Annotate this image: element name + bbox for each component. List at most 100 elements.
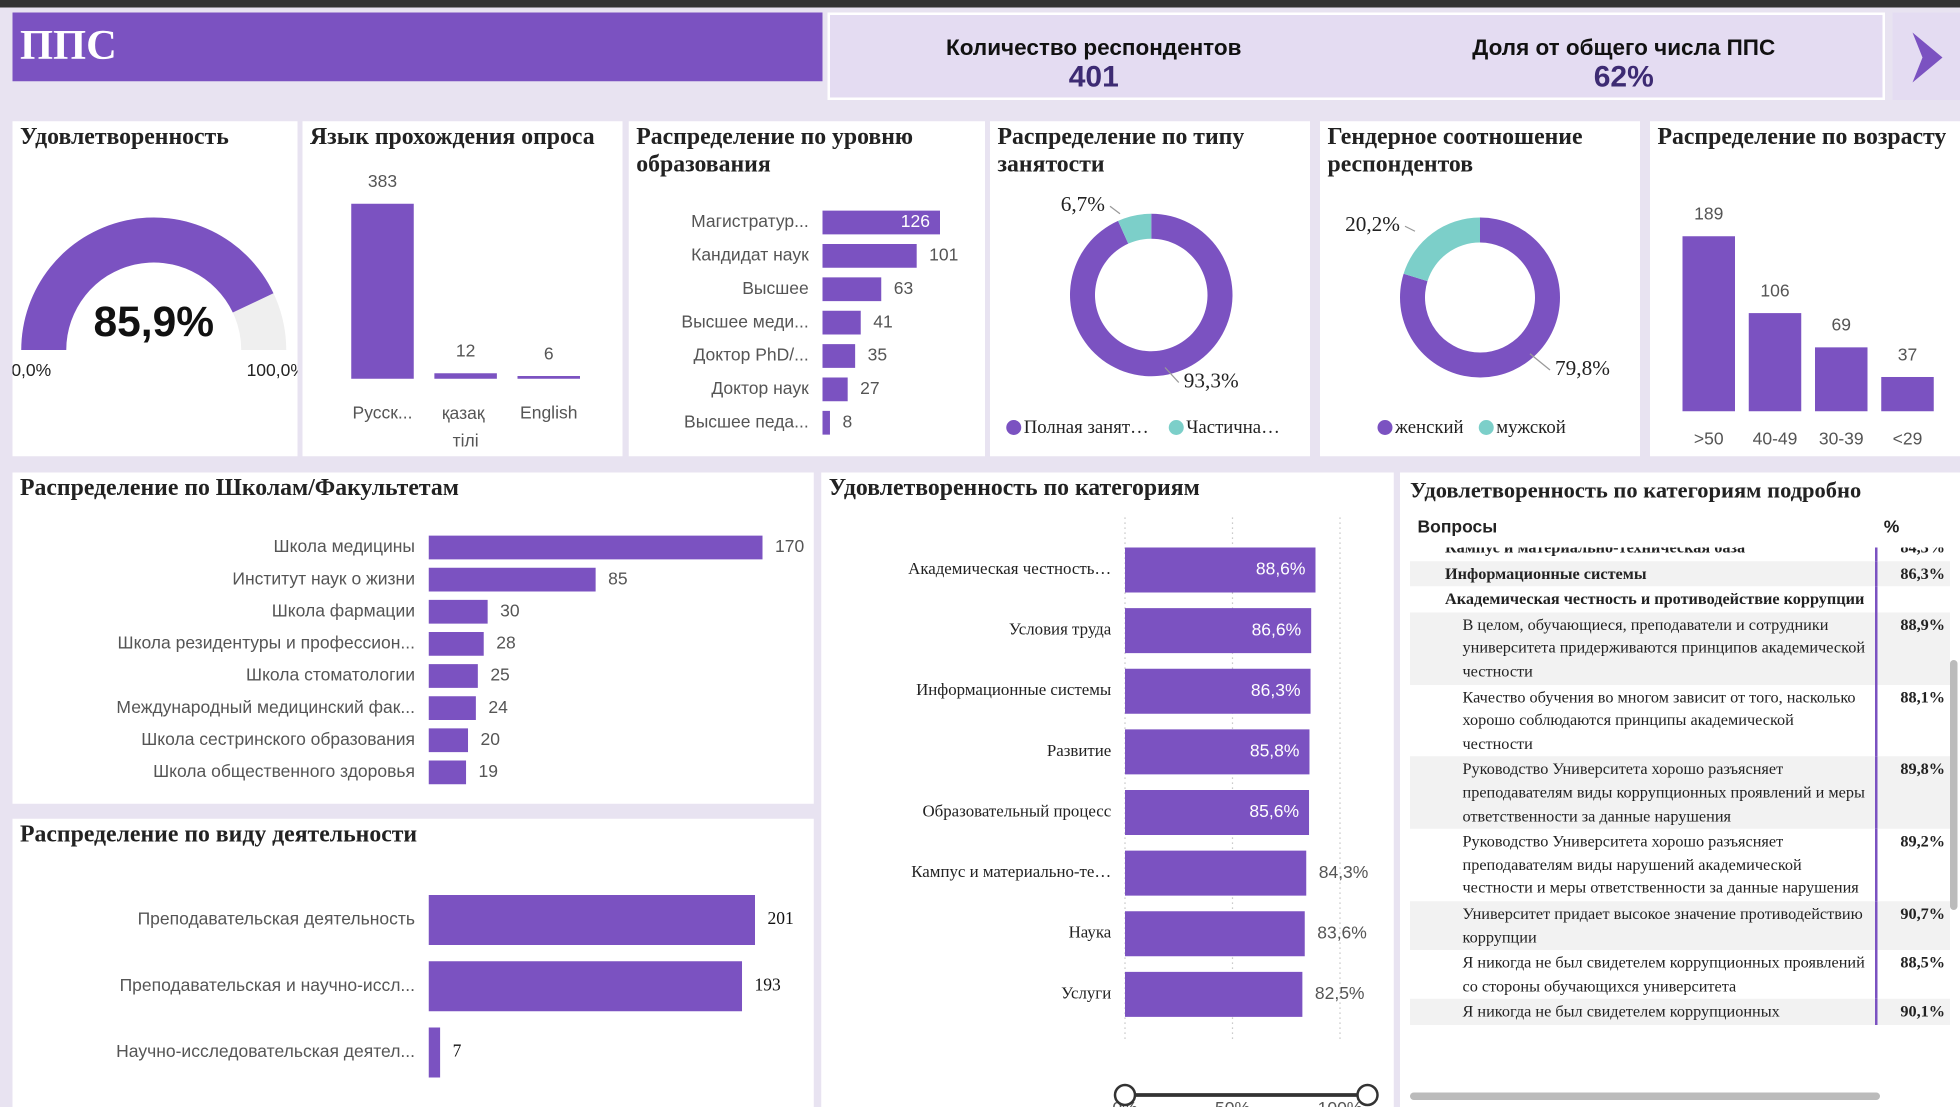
bar [1125, 850, 1307, 896]
value-label: 28 [496, 633, 515, 653]
table-row: Кампус и материально-техническая база84,… [1410, 547, 1950, 561]
kpi-box: Количество респондентов 401 Доля от обще… [827, 12, 1885, 100]
donut-slice [1403, 217, 1480, 282]
chart-title: Распределение по виду деятельности [20, 821, 418, 848]
chart-panel: Распределение по возрасту 189 >50 106 40-49 6… [1650, 121, 1960, 457]
chart-panel: Язык прохождения опроса 383 Русск... 12 қаза… [302, 121, 623, 457]
kpi-label: Доля от общего числа ППС [1472, 35, 1776, 60]
bar [1682, 236, 1735, 412]
value-label: 201 [768, 908, 794, 928]
value-label: 41 [873, 311, 892, 331]
bar [822, 344, 856, 368]
legend-label: Полная занят… [1024, 417, 1149, 438]
legend-dot [1168, 420, 1184, 435]
table-title: Удовлетворенность по категориям подробно [1410, 477, 1862, 503]
value-label: 83,6% [1317, 922, 1367, 942]
category-label: Образовательный процесс [922, 801, 1111, 820]
gauge-fill [21, 217, 274, 350]
category-label: Условия труда [1009, 620, 1112, 639]
value-label: 20,2% [1345, 212, 1400, 236]
table-cell: Руководство Университета хорошо разъясня… [1462, 759, 1865, 825]
value-label: 82,5% [1315, 983, 1365, 1003]
value-label: 25 [490, 665, 509, 685]
table-cell: Качество обучения во многом зависит от т… [1462, 686, 1856, 753]
chart-title: Распределение по типу занятости [997, 123, 1245, 178]
kpi-value: 62% [1593, 60, 1654, 94]
table-cell: 86,3% [1875, 560, 1948, 587]
table-row: Я никогда не был свидетелем коррупционны… [1410, 950, 1950, 1000]
table-row: Руководство Университета хорошо разъясня… [1410, 828, 1950, 902]
category-label: Институт наук о жизни [232, 568, 415, 588]
table-row: Я никогда не был свидетелем коррупционны… [1410, 999, 1950, 1025]
bar [1125, 790, 1310, 835]
category-label: Преподавательская деятельность [138, 909, 415, 929]
bar [428, 961, 743, 1012]
column-header: Вопросы [1417, 516, 1498, 537]
table-cell: 88,9% [1875, 612, 1948, 685]
slider-handle[interactable] [1113, 1083, 1137, 1107]
value-label: 6 [544, 343, 554, 363]
chart-title: Удовлетворенность по категориям [828, 475, 1200, 502]
table-cell [1875, 586, 1948, 613]
bar [428, 535, 763, 560]
value-label: 85 [608, 568, 627, 588]
value-label: 193 [755, 974, 782, 994]
category-label: Информационные системы [916, 680, 1111, 699]
scrollbar[interactable] [1410, 1092, 1880, 1100]
bar [428, 664, 478, 688]
value-label: 12 [456, 341, 475, 361]
value-label: 170 [775, 536, 804, 556]
arrow-icon [1912, 32, 1943, 83]
table-cell: Академическая честность и противодействи… [1445, 588, 1865, 608]
bar [822, 244, 917, 268]
nav-arrow[interactable] [1890, 8, 1960, 108]
bar [428, 567, 596, 592]
value-label: 37 [1898, 344, 1917, 364]
category-label: Кандидат наук [691, 245, 809, 265]
table-cell: 89,2% [1875, 828, 1948, 902]
table-cell: 88,1% [1875, 684, 1948, 757]
category-label: Школа резидентуры и профессион... [118, 633, 415, 653]
table-cell: 89,8% [1875, 756, 1948, 829]
x-tick-label: 30-39 [1819, 429, 1864, 449]
chart: 93,3% Полная занят… 6,7% Частична… [1006, 192, 1280, 438]
category-label: Развитие [1047, 741, 1111, 760]
bar [1125, 608, 1312, 654]
table-cell: 84,3% [1875, 547, 1948, 561]
table-cell: Я никогда не был свидетелем коррупционны… [1462, 952, 1865, 995]
category-label: Доктор наук [711, 378, 809, 398]
category-label: Научно-исследовательская деятел... [116, 1041, 415, 1061]
donut-slice [1118, 213, 1152, 244]
chart-panel: Распределение по виду деятельности 201 Пре… [12, 818, 814, 1107]
category-label: Высшее педа... [684, 411, 809, 431]
value-label: 6,7% [1061, 192, 1105, 216]
value-label: 63 [894, 278, 913, 298]
chart-panel: Распределение по уровню образования 126 Ма… [628, 121, 985, 457]
value-label: 86,6% [1252, 619, 1302, 639]
scrollbar[interactable] [1950, 660, 1958, 910]
x-tick-label-line: қазақ [442, 402, 489, 422]
chart-title: Удовлетворенность [20, 123, 229, 150]
bar [428, 632, 484, 656]
table-cell: Я никогда не был свидетелем коррупционны… [1462, 1001, 1780, 1021]
table-row: Качество обучения во многом зависит от т… [1410, 684, 1950, 757]
category-label: Кампус и материально-те… [911, 862, 1111, 881]
value-label: 7 [453, 1041, 462, 1061]
x-tick-label: >50 [1694, 429, 1724, 449]
slider-handle[interactable] [1356, 1083, 1379, 1107]
header-title: ППС [20, 22, 117, 69]
table-row: Академическая честность и противодействи… [1410, 586, 1950, 613]
bar [428, 1027, 441, 1078]
x-tick-label-line: тілі [453, 430, 479, 450]
value-label: 8 [842, 411, 852, 431]
table-cell: 90,1% [1875, 999, 1948, 1025]
bar [1881, 376, 1934, 412]
category-label: Доктор PhD/... [693, 345, 808, 365]
table-row: Руководство Университета хорошо разъясня… [1410, 756, 1950, 829]
chart-title: Распределение по возрасту [1657, 123, 1947, 150]
value-label: 84,3% [1319, 862, 1369, 882]
leader-line [1404, 225, 1416, 232]
table-cell: Кампус и материально-техническая база [1410, 548, 1875, 561]
category-label: Магистратур... [691, 211, 809, 231]
table-cell: 90,7% [1875, 901, 1948, 951]
